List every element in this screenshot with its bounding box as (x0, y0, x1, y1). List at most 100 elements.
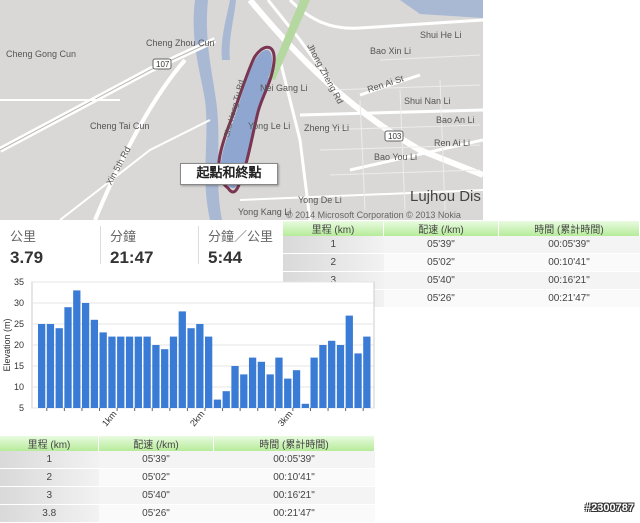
map-label: Cheng Gong Cun (6, 49, 77, 59)
elevation-bar (46, 324, 55, 408)
elevation-bar (292, 370, 301, 408)
route-shield: 103 (388, 132, 402, 141)
elevation-bar (108, 336, 116, 408)
cell-km: 3.8 (0, 504, 99, 523)
cell-time: 00:10'41" (498, 253, 640, 272)
elevation-bar (354, 353, 362, 408)
x-tick-label: 3km (276, 409, 295, 428)
cell-time: 00:16'21" (498, 271, 640, 290)
stat-divider (100, 226, 101, 264)
y-tick-label: 10 (14, 382, 24, 392)
cell-km: 2 (283, 253, 384, 272)
cell-pace: 05'39" (383, 236, 499, 254)
elevation-bar (222, 391, 230, 408)
map-label: Yong Kang Li (238, 207, 292, 217)
stat-label: 公里 (10, 229, 37, 244)
column-header: 里程 (km) (0, 436, 99, 451)
stat-divider (198, 226, 199, 264)
elevation-bar (196, 324, 204, 408)
stat-duration: 分鐘 21:47 (110, 226, 153, 268)
map-label: Bao An Li (436, 115, 475, 125)
table-row: 1 05'39" 00:05'39" (0, 451, 375, 469)
cell-time: 00:21'47" (498, 289, 640, 308)
y-tick-label: 35 (14, 277, 24, 287)
table-row: 2 05'02" 00:10'41" (0, 468, 375, 487)
elevation-bar (205, 336, 213, 408)
elevation-bar (363, 336, 371, 408)
start-end-callout: 起點和終點 (180, 163, 278, 185)
table-row: 2 05'02" 00:10'41" (283, 253, 640, 272)
table-row: 3 05'40" 00:16'21" (0, 486, 375, 505)
map-label: Zheng Yi Li (304, 123, 350, 133)
y-axis-label: Elevation (m) (2, 318, 12, 371)
elevation-bar (117, 336, 125, 408)
elevation-bar (64, 307, 72, 408)
map-label: Shui He Li (420, 30, 462, 40)
elevation-bar (143, 336, 151, 408)
route-shield: 107 (156, 60, 170, 69)
column-header: 里程 (km) (283, 221, 384, 236)
elevation-bar (134, 336, 142, 408)
elevation-bar (73, 290, 81, 408)
cell-km: 3 (0, 486, 99, 505)
splits-table-bottom: 里程 (km) 配速 (/km) 時間 (累計時間) 1 05'39" 00:05'… (0, 436, 375, 523)
elevation-bar (248, 357, 257, 408)
stat-distance: 公里 3.79 (10, 226, 43, 268)
route-map[interactable]: Cheng Zhou Cun Cheng Gong Cun Shui He Li… (0, 0, 483, 220)
elevation-bar (99, 332, 107, 408)
cell-pace: 05'40" (98, 486, 214, 505)
elevation-bar (284, 378, 292, 408)
elevation-bar (301, 403, 309, 408)
stat-label: 分鐘 (110, 229, 137, 244)
y-tick-label: 25 (14, 319, 24, 329)
cell-km: 2 (0, 468, 99, 487)
column-header: 時間 (累計時間) (498, 221, 640, 236)
elevation-bar (240, 374, 248, 408)
elevation-bar (169, 336, 178, 408)
cell-km: 1 (0, 451, 99, 469)
elevation-bar (152, 345, 160, 408)
table-row: 1 05'39" 00:05'39" (283, 236, 640, 254)
map-label: Bao Xin Li (370, 46, 412, 56)
cell-time: 00:05'39" (213, 451, 375, 469)
map-label: Lujhou Dis (410, 188, 481, 205)
elevation-bar (310, 357, 318, 408)
map-copyright: © 2014 Microsoft Corporation © 2013 Noki… (286, 210, 461, 220)
map-label: Yong Le Li (248, 121, 291, 131)
elevation-bar (161, 349, 169, 408)
cell-pace: 05'02" (383, 253, 499, 272)
y-tick-label: 30 (14, 298, 24, 308)
stat-value: 5:44 (208, 248, 243, 267)
elevation-bar (178, 311, 186, 408)
elevation-bar (336, 345, 345, 408)
map-canvas (0, 0, 483, 220)
elevation-bar (90, 319, 99, 408)
stat-value: 21:47 (110, 248, 154, 267)
column-header: 時間 (累計時間) (213, 436, 375, 451)
watermark: #2300787 (585, 502, 634, 514)
elevation-bar (319, 345, 327, 408)
map-label: Cheng Tai Cun (90, 121, 150, 131)
cell-pace: 05'39" (98, 451, 214, 469)
x-tick-label: 1km (100, 409, 119, 428)
cell-time: 00:16'21" (213, 486, 375, 505)
stat-label: 分鐘／公里 (208, 229, 274, 244)
stat-value: 3.79 (10, 248, 44, 267)
elevation-bar (125, 336, 134, 408)
splits-table-top: 里程 (km) 配速 (/km) 時間 (累計時間) 1 05'39" 00:05'… (283, 221, 640, 308)
cell-pace: 05'40" (383, 271, 499, 290)
elevation-bar (328, 340, 336, 408)
elevation-bar (187, 328, 195, 408)
cell-time: 00:05'39" (498, 236, 640, 254)
map-label: Nei Gang Li (260, 83, 308, 93)
stat-pace: 分鐘／公里 5:44 (208, 226, 273, 268)
cell-pace: 05'26" (383, 289, 499, 308)
column-header: 配速 (/km) (383, 221, 499, 236)
elevation-bar (213, 399, 222, 408)
elevation-bar (55, 328, 63, 408)
map-label: Yong De Li (298, 195, 342, 205)
table-header-row: 里程 (km) 配速 (/km) 時間 (累計時間) (283, 221, 640, 236)
elevation-bar (345, 315, 353, 408)
elevation-bar (81, 303, 90, 408)
map-label: Ren Ai Li (434, 138, 471, 148)
